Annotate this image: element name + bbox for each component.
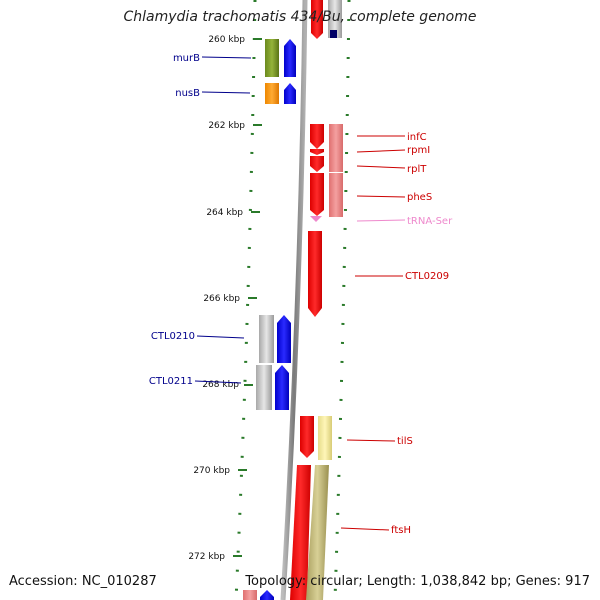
scale-label-272: 272 kbp bbox=[188, 552, 225, 562]
scale-label-264: 264 kbp bbox=[206, 208, 243, 218]
tilS-leader bbox=[346, 439, 396, 442]
gene-label-tilS[interactable]: tilS bbox=[397, 436, 413, 447]
ftsH-cog-bar bbox=[306, 465, 329, 600]
murB-leader bbox=[201, 56, 252, 59]
CTL0209-gene-arrow bbox=[308, 231, 322, 317]
CTL0210-gene-arrow bbox=[277, 315, 291, 363]
murB-cog-bar bbox=[265, 39, 279, 77]
navy-feature-top bbox=[330, 30, 337, 38]
gray-feature-top bbox=[328, 0, 342, 38]
forward-strand-features bbox=[256, 39, 296, 410]
ftsH-leader bbox=[340, 527, 390, 531]
right-label-leaders bbox=[340, 135, 406, 531]
left-label-leaders bbox=[194, 56, 252, 384]
rpmI-leader bbox=[356, 149, 406, 153]
scale-label-262: 262 kbp bbox=[208, 121, 245, 131]
gene-label-infC[interactable]: infC bbox=[407, 132, 427, 143]
CTL0211-gene-arrow bbox=[275, 365, 289, 410]
tilS-cog-bar bbox=[318, 416, 332, 460]
murB-gene-arrow bbox=[284, 39, 296, 77]
gene-label-pheS[interactable]: pheS bbox=[407, 192, 432, 203]
gene-label-rplT[interactable]: rplT bbox=[407, 164, 427, 175]
genome-summary-text: Topology: circular; Length: 1,038,842 bp… bbox=[245, 574, 590, 589]
CTL0211-cog-bar bbox=[256, 365, 272, 410]
pheS-leader bbox=[356, 195, 406, 198]
CTL0210-leader bbox=[196, 335, 245, 339]
accession-text: Accession: NC_010287 bbox=[9, 574, 157, 589]
pink-feature-bottom bbox=[243, 590, 257, 600]
nusB-gene-arrow bbox=[284, 83, 296, 104]
tRNA-Ser-leader bbox=[356, 219, 406, 222]
gene-label-CTL0210[interactable]: CTL0210 bbox=[151, 331, 195, 342]
rpmI-gene-arrow bbox=[310, 149, 324, 155]
tilS-gene-arrow bbox=[300, 416, 314, 458]
gene-label-ftsH[interactable]: ftsH bbox=[391, 525, 411, 536]
ftsH-gene-arrow bbox=[290, 465, 311, 600]
infC-rplT-cog-bar bbox=[329, 124, 343, 172]
rplT-leader bbox=[356, 165, 406, 169]
map-title: Chlamydia trachomatis 434/Bu, complete g… bbox=[123, 9, 477, 25]
infC-gene-arrow bbox=[310, 124, 324, 149]
reverse-strand-features bbox=[290, 124, 343, 600]
gene-label-murB[interactable]: murB bbox=[173, 53, 200, 64]
reverse-gene-top bbox=[311, 0, 323, 39]
outer-dot-track bbox=[333, 0, 351, 600]
gene-label-rpmI[interactable]: rpmI bbox=[407, 145, 430, 156]
nusB-cog-bar bbox=[265, 83, 279, 104]
gene-label-CTL0209[interactable]: CTL0209 bbox=[405, 271, 449, 282]
CTL0210-cog-bar bbox=[259, 315, 274, 363]
bottom-partial-features bbox=[243, 590, 274, 600]
gene-label-tRNA-Ser[interactable]: tRNA-Ser bbox=[407, 216, 453, 227]
scale-label-268: 268 kbp bbox=[202, 380, 239, 390]
scale-label-260: 260 kbp bbox=[208, 35, 245, 45]
gene-label-CTL0211[interactable]: CTL0211 bbox=[149, 376, 193, 387]
genome-backbone bbox=[280, 0, 308, 600]
pheS-cog-bar bbox=[329, 173, 343, 217]
scale-label-270: 270 kbp bbox=[193, 466, 230, 476]
forward-gene-bottom bbox=[260, 590, 274, 600]
scale-label-266: 266 kbp bbox=[203, 294, 240, 304]
pheS-gene-arrow bbox=[310, 173, 324, 216]
tRNA-Ser-marker bbox=[310, 216, 322, 222]
CTL0211-leader bbox=[194, 380, 242, 384]
rplT-gene-arrow bbox=[310, 156, 324, 172]
nusB-leader bbox=[201, 91, 251, 94]
scale-ticks bbox=[233, 38, 262, 557]
gene-label-nusB[interactable]: nusB bbox=[175, 88, 200, 99]
top-partial-features bbox=[311, 0, 342, 39]
